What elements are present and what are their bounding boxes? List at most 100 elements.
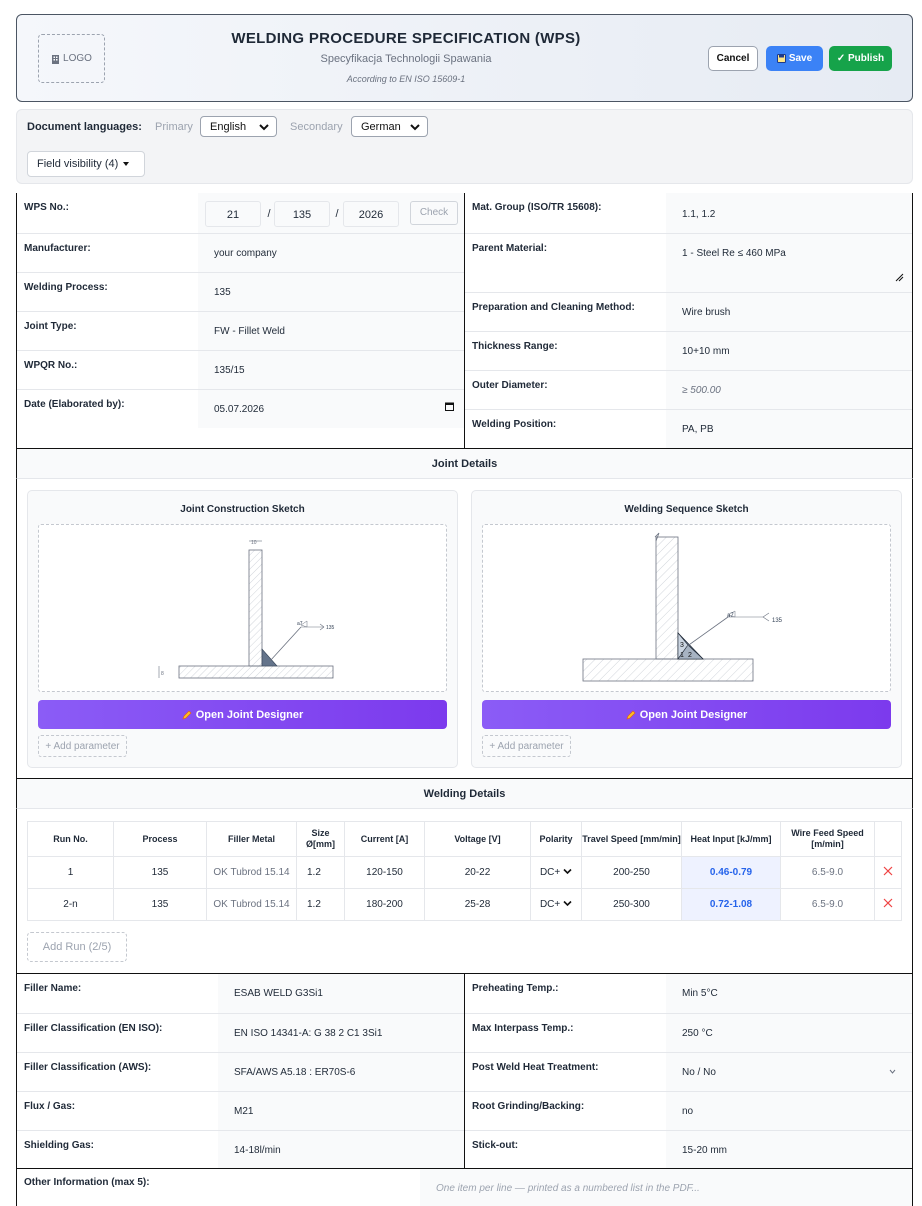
page-title: WELDING PROCEDURE SPECIFICATION (WPS) <box>231 30 581 47</box>
size-cell[interactable]: 1.2 <box>296 888 345 921</box>
column-header: Process <box>113 821 207 857</box>
language-settings: Document languages: Primary English Seco… <box>16 109 913 184</box>
process-cell[interactable]: 135 <box>113 888 207 921</box>
welding-position-field[interactable]: PA, PB <box>666 410 912 448</box>
add-run-button[interactable]: Add Run (2/5) <box>27 932 127 962</box>
chevron-down-icon <box>563 900 572 907</box>
preheating-temp-field[interactable]: Min 5°C <box>666 974 912 1013</box>
joint-type-field[interactable]: FW - Fillet Weld <box>198 312 464 350</box>
table-row: 1 135 OK Tubrod 15.14 1.2 120-150 20-22 … <box>27 856 902 889</box>
table-header: Run No. Process Filler Metal Size Ø[mm] … <box>27 821 902 857</box>
run-number-2: 2 <box>688 652 692 659</box>
chevron-down-icon <box>563 868 572 875</box>
cleaning-method-field[interactable]: Wire brush <box>666 293 912 331</box>
column-header: Polarity <box>530 821 582 857</box>
wire-feed-cell[interactable]: 6.5-9.0 <box>780 888 875 921</box>
wps-separator: / <box>335 208 339 220</box>
calendar-icon[interactable] <box>445 402 454 411</box>
size-cell[interactable]: 1.2 <box>296 856 345 889</box>
travel-speed-cell[interactable]: 250-300 <box>581 888 682 921</box>
field-label: Outer Diameter: <box>472 380 548 391</box>
outer-diameter-field[interactable]: ≥ 500.00 <box>666 371 912 409</box>
travel-speed-cell[interactable]: 200-250 <box>581 856 682 889</box>
filler-classification-aws-field[interactable]: SFA/AWS A5.18 : ER70S-6 <box>218 1053 464 1091</box>
open-joint-designer-button[interactable]: Open Joint Designer <box>482 700 891 729</box>
process-cell[interactable]: 135 <box>113 856 207 889</box>
column-header: Size Ø[mm] <box>296 821 345 857</box>
column-header: Wire Feed Speed [m/min] <box>780 821 875 857</box>
run-number-cell[interactable]: 2-n <box>27 888 114 921</box>
filler-classification-iso-field[interactable]: EN ISO 14341-A: G 38 2 C1 3Si1 <box>218 1014 464 1052</box>
voltage-cell[interactable]: 25-28 <box>424 888 531 921</box>
table-row: 2-n 135 OK Tubrod 15.14 1.2 180-200 25-2… <box>27 888 902 921</box>
field-label: Parent Material: <box>472 243 548 254</box>
polarity-select[interactable]: DC+ <box>530 888 582 921</box>
field-label: Shielding Gas: <box>24 1140 95 1151</box>
other-information-textarea[interactable]: One item per line — printed as a numbere… <box>420 1169 912 1206</box>
polarity-select[interactable]: DC+ <box>530 856 582 889</box>
flux-gas-field[interactable]: M21 <box>218 1092 464 1130</box>
field-label: Root Grinding/Backing: <box>472 1101 585 1112</box>
general-row: Joint Type: FW - Fillet Weld <box>17 311 464 350</box>
stick-out-field[interactable]: 15-20 mm <box>666 1131 912 1169</box>
filler-metal-cell[interactable]: OK Tubrod 15.14 <box>206 888 297 921</box>
cancel-button[interactable]: Cancel <box>708 46 758 71</box>
column-header: Run No. <box>27 821 114 857</box>
open-joint-designer-button[interactable]: Open Joint Designer <box>38 700 447 729</box>
add-parameter-button[interactable]: + Add parameter <box>38 735 127 757</box>
primary-language-select[interactable]: English <box>200 116 277 137</box>
general-row: Parent Material: 1 - Steel Re ≤ 460 MPa <box>465 233 912 292</box>
primary-language-label: Primary <box>155 121 193 133</box>
filler-row: Filler Name: ESAB WELD G3Si1 <box>17 974 464 1013</box>
publish-button[interactable]: ✓ Publish <box>829 46 892 71</box>
date-field[interactable]: 05.07.2026 <box>198 390 464 428</box>
welding-process-field[interactable]: 135 <box>198 273 464 311</box>
delete-row-button[interactable] <box>874 888 902 921</box>
manufacturer-field[interactable]: your company <box>198 234 464 272</box>
secondary-language-select[interactable]: German <box>351 116 428 137</box>
run-number-cell[interactable]: 1 <box>27 856 114 889</box>
current-cell[interactable]: 180-200 <box>344 888 425 921</box>
current-cell[interactable]: 120-150 <box>344 856 425 889</box>
general-row: Preparation and Cleaning Method: Wire bru… <box>465 292 912 331</box>
date-value: 05.07.2026 <box>214 404 265 415</box>
resize-handle-icon[interactable] <box>895 273 904 282</box>
general-row: Manufacturer: your company <box>17 233 464 272</box>
field-visibility-button[interactable]: Field visibility (4) <box>27 151 145 177</box>
other-information-label: Other Information (max 5): <box>24 1177 150 1188</box>
delete-row-button[interactable] <box>874 856 902 889</box>
field-label: Filler Classification (EN ISO): <box>24 1023 163 1034</box>
field-label: Thickness Range: <box>472 341 558 352</box>
other-information-row: Other Information (max 5): One item per … <box>16 1168 913 1206</box>
wps-number-part2[interactable]: 135 <box>274 201 330 227</box>
add-parameter-button[interactable]: + Add parameter <box>482 735 571 757</box>
check-button[interactable]: Check <box>410 201 458 225</box>
column-header: Travel Speed [mm/min] <box>581 821 682 857</box>
filler-metal-cell[interactable]: OK Tubrod 15.14 <box>206 856 297 889</box>
joint-details-title: Joint Details <box>16 448 913 478</box>
process-label: 135 <box>326 625 335 631</box>
thickness-range-field[interactable]: 10+10 mm <box>666 332 912 370</box>
wire-feed-cell[interactable]: 6.5-9.0 <box>780 856 875 889</box>
joint-construction-sketch[interactable]: 10 8 a7 135 <box>38 524 447 692</box>
filler-name-field[interactable]: ESAB WELD G3Si1 <box>218 974 464 1013</box>
wps-number-part1[interactable]: 21 <box>205 201 261 227</box>
root-grinding-field[interactable]: no <box>666 1092 912 1130</box>
voltage-cell[interactable]: 20-22 <box>424 856 531 889</box>
field-label: Max Interpass Temp.: <box>472 1023 574 1034</box>
field-label: Mat. Group (ISO/TR 15608): <box>472 202 602 213</box>
save-label: Save <box>788 53 813 64</box>
interpass-temp-field[interactable]: 250 °C <box>666 1014 912 1052</box>
material-group-field[interactable]: 1.1, 1.2 <box>666 193 912 233</box>
save-button[interactable]: Save <box>766 46 823 71</box>
logo-placeholder[interactable]: LOGO <box>38 34 105 83</box>
wps-number-part3[interactable]: 2026 <box>343 201 399 227</box>
parent-material-field[interactable]: 1 - Steel Re ≤ 460 MPa <box>666 234 912 292</box>
filler-row: Max Interpass Temp.: 250 °C <box>465 1013 912 1052</box>
wpqr-field[interactable]: 135/15 <box>198 351 464 389</box>
field-label: Post Weld Heat Treatment: <box>472 1062 599 1073</box>
welding-sequence-sketch[interactable]: a7 135 1 2 3 <box>482 524 891 692</box>
pwht-select[interactable]: No / No <box>666 1053 912 1091</box>
shielding-gas-field[interactable]: 14-18l/min <box>218 1131 464 1169</box>
general-row: Date (Elaborated by): 05.07.2026 <box>17 389 464 428</box>
